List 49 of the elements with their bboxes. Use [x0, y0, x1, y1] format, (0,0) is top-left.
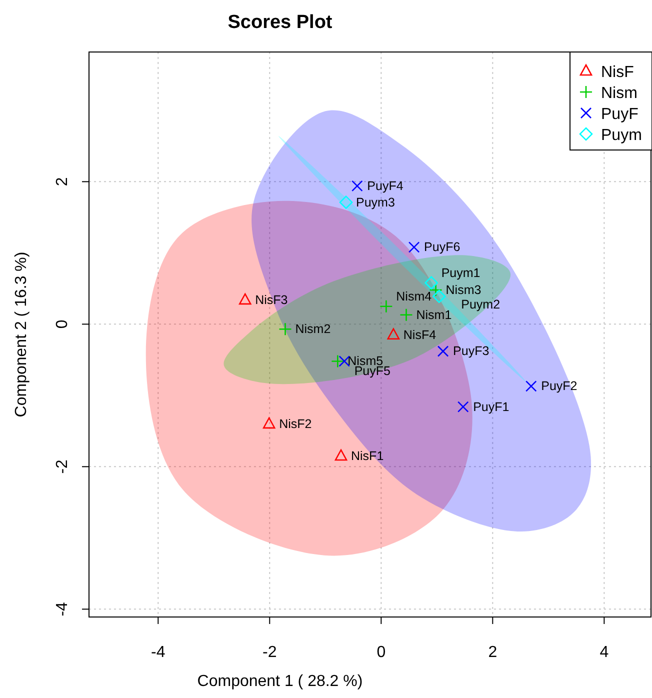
data-label: Puym1	[441, 266, 480, 280]
legend-label: Puym	[601, 127, 642, 144]
point	[400, 308, 413, 322]
y-tick-label: 0	[54, 320, 71, 329]
point	[380, 300, 393, 314]
data-label: Nism1	[416, 308, 452, 322]
point	[525, 380, 537, 392]
x-axis-title: Component 1 ( 28.2 %)	[197, 673, 363, 690]
point	[352, 180, 363, 192]
point	[238, 293, 252, 305]
legend-label: PuyF	[601, 106, 639, 123]
point	[262, 417, 276, 429]
data-label: NisF4	[403, 328, 436, 342]
data-label: PuyF2	[541, 379, 578, 394]
data-label: PuyF3	[453, 344, 490, 358]
point	[437, 346, 449, 357]
data-label: Puym2	[461, 297, 500, 312]
point	[278, 322, 292, 336]
x-tick-label: 4	[600, 644, 609, 661]
data-label: Nism3	[446, 282, 482, 297]
legend-label: Nism	[601, 85, 638, 102]
x-tick-label: -2	[262, 644, 277, 661]
legend-label: NisF	[601, 64, 634, 81]
point	[408, 242, 420, 253]
x-tick-label: 0	[376, 644, 386, 661]
point	[387, 328, 400, 340]
y-tick-label: -4	[54, 602, 71, 616]
data-label: Puym3	[356, 195, 395, 210]
data-label: PuyF6	[424, 240, 460, 254]
data-label: PuyF1	[473, 400, 510, 414]
y-tick-label: -2	[54, 459, 71, 474]
x-tick-label: -4	[151, 644, 166, 661]
data-label: PuyF4	[367, 178, 404, 193]
data-label: Nism4	[396, 289, 432, 304]
point	[339, 196, 353, 209]
point	[331, 354, 344, 368]
point	[432, 290, 446, 304]
y-axis-title: Component 2 ( 16.3 %)	[13, 252, 30, 418]
point	[334, 449, 348, 461]
data-label: PuyF5	[354, 364, 391, 378]
data-label: NisF3	[255, 292, 288, 307]
point	[457, 401, 469, 412]
data-label: Nism2	[295, 322, 331, 336]
x-tick-label: 2	[488, 644, 498, 661]
y-tick-label: 2	[54, 177, 71, 186]
point	[424, 276, 438, 290]
data-label: NisF1	[351, 448, 384, 463]
data-label: NisF2	[279, 416, 312, 431]
chart-title: Scores Plot	[228, 12, 333, 33]
